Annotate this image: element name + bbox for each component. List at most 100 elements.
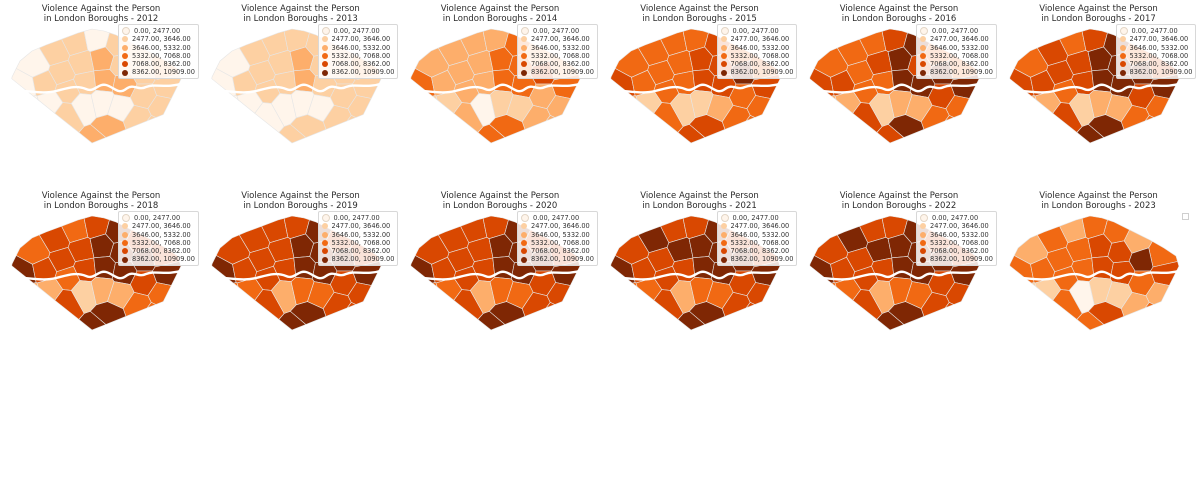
legend-swatch <box>920 44 926 51</box>
legend-swatch <box>521 53 527 60</box>
legend-entry: 3646.00, 5332.00 <box>720 231 794 239</box>
borough-region <box>944 115 955 122</box>
legend-entry: 3646.00, 5332.00 <box>920 44 993 52</box>
legend-swatch <box>321 256 328 263</box>
borough-region <box>146 302 157 309</box>
legend-label: 0.00, 2477.00 <box>1131 27 1178 35</box>
borough-map <box>1005 215 1182 331</box>
legend-label: 7068.00, 8362.00 <box>531 60 590 69</box>
legend-swatch <box>920 69 926 76</box>
panel-title-line1: Violence Against the Person <box>1039 191 1158 201</box>
legend-entry: 3646.00, 5332.00 <box>720 44 794 52</box>
panel-title-line1: Violence Against the Person <box>241 191 360 201</box>
panel-title-line2: in London Boroughs - 2016 <box>841 14 957 24</box>
borough-region <box>1143 115 1155 122</box>
legend-swatch <box>321 240 328 247</box>
legend-swatch <box>720 27 729 36</box>
legend-swatch <box>122 36 128 43</box>
legend-entry: 7068.00, 8362.00 <box>122 247 195 255</box>
legend-label: 2477.00, 3646.00 <box>930 222 989 231</box>
map-panel-2013: Violence Against the Person in London Bor… <box>206 2 399 177</box>
legend-label: 7068.00, 8362.00 <box>730 247 790 256</box>
borough-region <box>146 115 157 122</box>
borough-region <box>676 310 705 331</box>
legend: 0.00, 2477.00 2477.00, 3646.00 3646.00, 53… <box>916 211 997 266</box>
legend-swatch <box>521 36 527 43</box>
legend-label: 8362.00, 10909.00 <box>331 255 395 264</box>
legend-swatch <box>122 248 128 255</box>
legend-entry: 7068.00, 8362.00 <box>720 60 794 69</box>
panel-title: Violence Against the Person in London Bor… <box>1004 191 1194 211</box>
borough-region <box>1075 123 1104 144</box>
legend-label: 3646.00, 5332.00 <box>1129 43 1189 52</box>
legend-label: 3646.00, 5332.00 <box>132 230 191 239</box>
legend-entry: 0.00, 2477.00 <box>321 27 395 36</box>
legend-entry: 8362.00, 10909.00 <box>521 255 594 263</box>
panel-title-line2: in London Boroughs - 2015 <box>642 14 757 24</box>
legend-swatch <box>1119 61 1126 68</box>
thames-river <box>7 81 185 94</box>
legend-swatch <box>321 36 328 43</box>
legend-swatch <box>521 240 527 247</box>
legend-swatch <box>720 53 727 60</box>
legend-swatch <box>720 223 727 230</box>
legend-swatch <box>321 214 330 223</box>
borough-region <box>78 310 107 331</box>
legend-entry: 7068.00, 8362.00 <box>1119 60 1193 68</box>
map-panel-2012: Violence Against the Person in London Bor… <box>6 2 199 177</box>
panel-title: Violence Against the Person in London Bor… <box>206 4 396 24</box>
legend: 0.00, 2477.00 2477.00, 3646.00 3646.00, 53… <box>1115 24 1197 79</box>
legend-entry: 0.00, 2477.00 <box>720 214 794 223</box>
map-panel-2023: Violence Against the Person in London Bor… <box>1004 189 1194 364</box>
legend-label: 2477.00, 3646.00 <box>531 35 590 44</box>
legend-entry: 8362.00, 10909.00 <box>122 255 195 263</box>
legend-swatch <box>321 223 328 230</box>
legend-label: 8362.00, 10909.00 <box>531 68 594 77</box>
legend-entry: 2477.00, 3646.00 <box>122 35 195 43</box>
legend-swatch <box>720 44 727 51</box>
panel-title-line1: Violence Against the Person <box>839 191 959 201</box>
legend-swatch <box>920 223 926 230</box>
legend-label: 5332.00, 7068.00 <box>930 51 989 60</box>
legend-entry: 2477.00, 3646.00 <box>122 222 195 230</box>
legend-entry: 0.00, 2477.00 <box>920 214 993 223</box>
legend-swatch <box>122 44 128 51</box>
map-panel-2017: Violence Against the Person in London Bor… <box>1004 2 1197 177</box>
legend-swatch <box>720 214 729 223</box>
panel-title-line1: Violence Against the Person <box>839 4 959 14</box>
legend-label: 0.00, 2477.00 <box>333 27 380 35</box>
borough-region <box>345 115 357 122</box>
legend-entry: 8362.00, 10909.00 <box>720 255 793 263</box>
panel-title-line1: Violence Against the Person <box>640 191 759 201</box>
legend-entry: 8362.00, 10909.00 <box>321 68 394 76</box>
legend-entry: 3646.00, 5332.00 <box>122 231 195 239</box>
legend-label: 5332.00, 7068.00 <box>132 51 191 60</box>
legend-entry: 7068.00, 8362.00 <box>521 247 594 255</box>
legend-label: 3646.00, 5332.00 <box>531 230 590 239</box>
legend-swatch <box>720 256 727 263</box>
panel-title-line1: Violence Against the Person <box>440 4 560 14</box>
legend-label: 5332.00, 7068.00 <box>531 51 590 60</box>
legend-entry: 5332.00, 7068.00 <box>720 239 794 247</box>
map-panel-2016: Violence Against the Person in London Bor… <box>804 2 997 177</box>
legend-entry: 0.00, 2477.00 <box>321 214 395 223</box>
legend-swatch <box>720 240 727 247</box>
legend-swatch <box>122 223 128 230</box>
legend-entry: 5332.00, 7068.00 <box>122 239 195 247</box>
panel-title: Violence Against the Person in London Bor… <box>6 191 196 211</box>
legend-label: 5332.00, 7068.00 <box>132 238 191 247</box>
panel-title-line1: Violence Against the Person <box>41 4 161 14</box>
borough-region <box>876 123 905 144</box>
legend-entry: 5332.00, 7068.00 <box>521 52 594 60</box>
legend-entry: 7068.00, 8362.00 <box>920 247 993 255</box>
legend-label: 5332.00, 7068.00 <box>331 51 391 60</box>
legend-label: 7068.00, 8362.00 <box>730 60 790 69</box>
panel-title-line2: in London Boroughs - 2022 <box>841 201 957 211</box>
panel-title: Violence Against the Person in London Bor… <box>605 191 795 211</box>
legend-entry: 2477.00, 3646.00 <box>321 222 395 230</box>
legend-swatch <box>720 231 727 238</box>
legend-label: 8362.00, 10909.00 <box>1129 68 1193 77</box>
legend-swatch <box>1119 27 1128 36</box>
thames-river <box>406 81 584 94</box>
borough-region <box>477 310 506 331</box>
